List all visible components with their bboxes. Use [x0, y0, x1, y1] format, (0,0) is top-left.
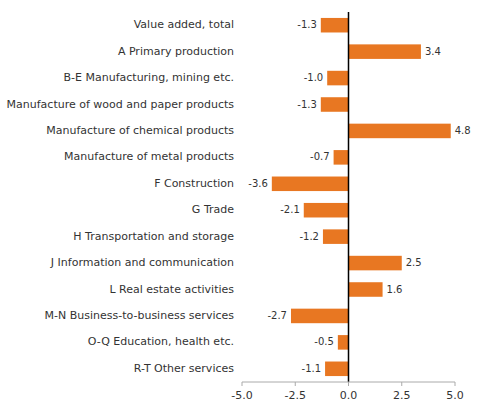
bar	[321, 97, 349, 112]
chart: R-T Other services O-Q Education, health …	[0, 0, 491, 416]
category-label: Value added, total	[134, 18, 234, 31]
data-label: -2.1	[280, 204, 300, 215]
category-label: G Trade	[192, 203, 234, 216]
category-label: F Construction	[154, 177, 234, 190]
data-label: -1.0	[304, 72, 324, 83]
bar	[338, 335, 349, 350]
bar	[321, 18, 349, 33]
bar	[272, 177, 349, 192]
data-label: -0.5	[314, 336, 334, 347]
data-label: 3.4	[425, 46, 441, 57]
tick-mark	[455, 382, 456, 386]
zero-line	[348, 12, 350, 382]
tick-mark	[295, 382, 296, 386]
tick-mark	[242, 382, 243, 386]
tick-label: -5.0	[231, 389, 252, 402]
category-label: B-E Manufacturing, mining etc.	[64, 71, 234, 84]
tick-mark	[348, 382, 349, 386]
tick-label: -2.5	[285, 389, 306, 402]
bar	[323, 229, 349, 244]
tick-label: 0.0	[340, 389, 358, 402]
category-label: J Information and communication	[50, 256, 234, 269]
data-label: -1.3	[297, 19, 317, 30]
bar	[291, 309, 349, 324]
bar	[349, 124, 451, 139]
category-label: A Primary production	[118, 45, 234, 58]
category-label: Manufacture of chemical products	[46, 124, 234, 137]
tick-mark	[401, 382, 402, 386]
data-label: 2.5	[406, 257, 422, 268]
bar	[349, 256, 402, 271]
bar	[304, 203, 349, 218]
category-label: L Real estate activities	[109, 283, 234, 296]
bar	[349, 44, 421, 59]
bars	[272, 18, 451, 376]
data-label: -1.2	[299, 231, 319, 242]
data-label: 4.8	[455, 125, 471, 136]
category-label: Manufacture of wood and paper products	[7, 98, 235, 111]
bar	[327, 71, 348, 86]
data-label: -1.1	[302, 363, 322, 374]
category-label: Manufacture of metal products	[64, 150, 234, 163]
category-label: R-T Other services	[134, 362, 235, 375]
bar	[325, 362, 348, 377]
category-label: M-N Business-to-business services	[45, 309, 235, 322]
tick-label: 2.5	[393, 389, 411, 402]
data-label: -1.3	[297, 99, 317, 110]
data-label: -2.7	[267, 310, 287, 321]
bar	[334, 150, 349, 165]
category-label: O-Q Education, health etc.	[88, 335, 234, 348]
tick-label: 5.0	[446, 389, 464, 402]
category-label: H Transportation and storage	[73, 230, 234, 243]
data-label: 1.6	[387, 284, 403, 295]
bar	[349, 282, 383, 297]
data-label: -0.7	[310, 151, 330, 162]
data-label: -3.6	[248, 178, 268, 189]
